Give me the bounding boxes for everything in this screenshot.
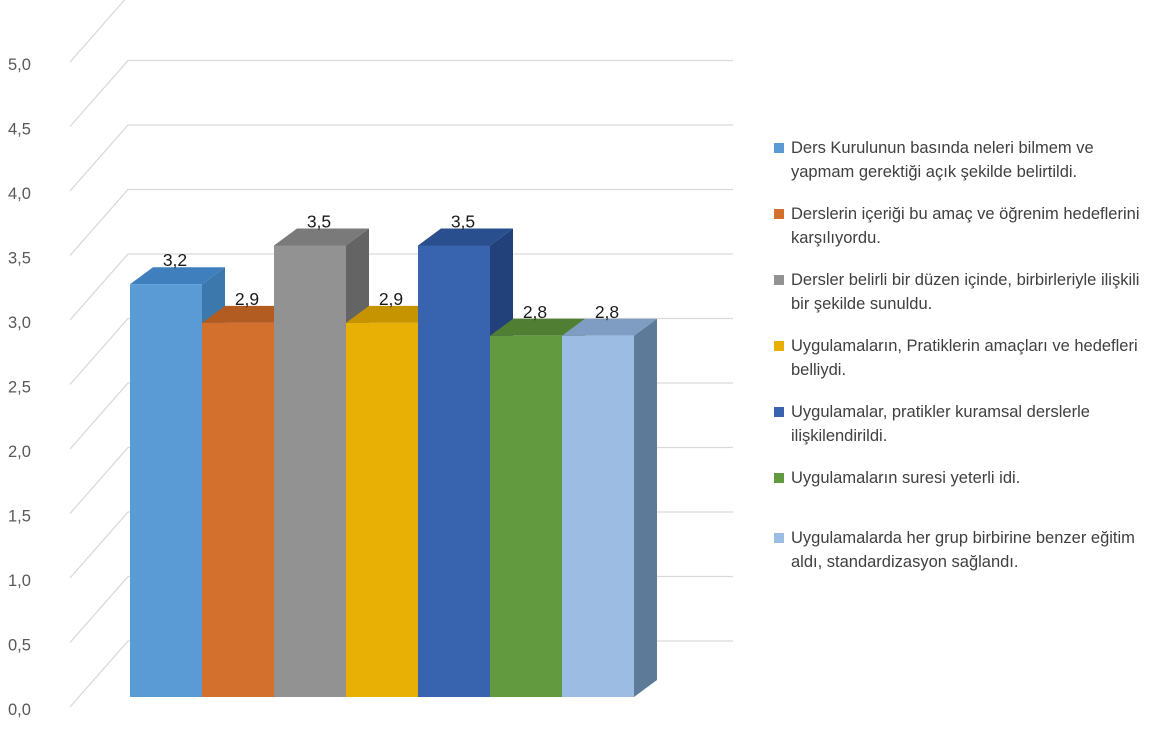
data-label: 2,9 — [235, 289, 259, 309]
legend-item: Dersler belirli bir düzen içinde, birbir… — [774, 268, 1159, 316]
legend-item: Uygulamalarda her grup birbirine benzer … — [774, 526, 1159, 574]
gridline — [69, 188, 733, 256]
data-label: 2,8 — [523, 302, 547, 322]
bar-top — [346, 305, 441, 323]
bar-top — [202, 305, 297, 323]
gridline — [69, 59, 733, 127]
y-tick-label: 0,5 — [8, 637, 31, 655]
y-tick-label: 4,0 — [8, 185, 31, 203]
legend-item: Ders Kurulunun basında neleri bilmem ve … — [774, 136, 1159, 184]
y-tick-label: 2,5 — [8, 379, 31, 397]
y-tick-label: 3,0 — [8, 314, 31, 332]
legend-label: Uygulamaların, Pratiklerin amaçları ve h… — [791, 337, 1138, 379]
y-axis-ticks: 0,0 0,5 1,0 1,5 2,0 2,5 3,0 3,5 4,0 4,5 5,0 — [8, 56, 31, 719]
legend-item: Uygulamaların suresi yeterli idi. — [774, 466, 1159, 490]
bar-top — [490, 318, 585, 336]
legend-item: Uygulamaların, Pratiklerin amaçları ve h… — [774, 334, 1159, 382]
data-label: 2,8 — [595, 302, 619, 322]
bar-side — [634, 318, 657, 697]
legend-swatch — [774, 473, 784, 483]
legend-label: Ders Kurulunun basında neleri bilmem ve … — [791, 139, 1094, 181]
bar-front — [202, 322, 274, 697]
bar-top — [418, 228, 513, 246]
bar-top — [274, 228, 369, 246]
data-label: 3,2 — [163, 250, 187, 270]
gridline — [69, 124, 733, 192]
y-tick-label: 5,0 — [8, 56, 31, 74]
legend-swatch — [774, 209, 784, 219]
legend-swatch — [774, 341, 784, 351]
legend-swatch — [774, 407, 784, 417]
legend-swatch — [774, 275, 784, 285]
y-tick-label: 0,0 — [8, 701, 31, 719]
bar-front — [274, 245, 346, 697]
legend-label: Uygulamaların suresi yeterli idi. — [791, 469, 1021, 487]
y-tick-label: 1,0 — [8, 572, 31, 590]
bar — [562, 318, 657, 697]
bar-front — [130, 284, 202, 697]
y-tick-label: 4,5 — [8, 121, 31, 139]
legend-label: Derslerin içeriği bu amaç ve öğrenim hed… — [791, 205, 1140, 247]
bar-top — [130, 267, 225, 285]
legend-item: Derslerin içeriği bu amaç ve öğrenim hed… — [774, 202, 1159, 250]
data-label: 2,9 — [379, 289, 403, 309]
bar-front — [562, 335, 634, 697]
data-label: 3,5 — [307, 212, 331, 232]
gridline — [69, 317, 733, 385]
bar-front — [346, 322, 418, 697]
legend-label: Uygulamalarda her grup birbirine benzer … — [791, 529, 1135, 571]
bar-front — [490, 335, 562, 697]
legend-swatch — [774, 143, 784, 153]
chart-legend: Ders Kurulunun basında neleri bilmem ve … — [774, 136, 1159, 574]
data-label: 3,5 — [451, 212, 475, 232]
legend-label: Dersler belirli bir düzen içinde, birbir… — [791, 271, 1140, 313]
gridlines — [69, 0, 733, 708]
legend-swatch — [774, 533, 784, 543]
data-labels: 3,2 2,9 3,5 2,9 3,5 2,8 2,8 — [163, 212, 619, 322]
bars — [130, 228, 657, 697]
legend-item: Uygulamalar, pratikler kuramsal derslerl… — [774, 400, 1159, 448]
bar-top — [562, 318, 657, 336]
y-tick-label: 2,0 — [8, 443, 31, 461]
gridline — [69, 0, 126, 63]
y-tick-label: 1,5 — [8, 508, 31, 526]
legend-label: Uygulamalar, pratikler kuramsal derslerl… — [791, 403, 1090, 445]
gridline — [69, 253, 733, 321]
y-tick-label: 3,5 — [8, 250, 31, 268]
bar-front — [418, 245, 490, 697]
